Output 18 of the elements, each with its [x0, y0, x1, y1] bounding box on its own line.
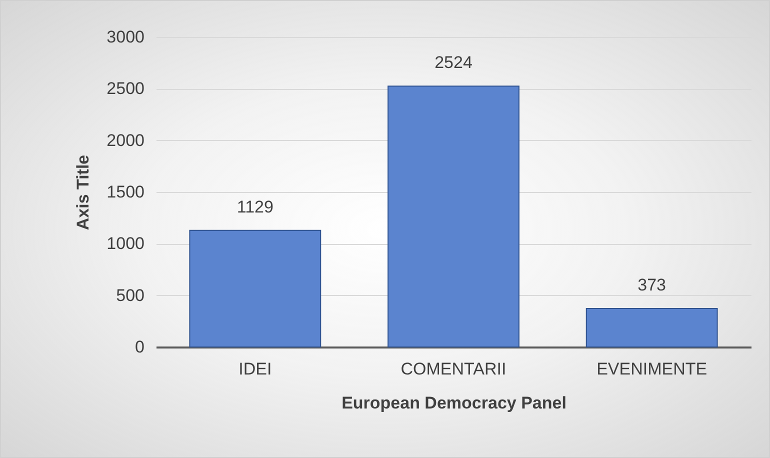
- y-tick-label: 2500: [106, 79, 144, 98]
- x-tick-label: COMENTARII: [400, 360, 506, 378]
- x-tick-label: IDEI: [238, 360, 272, 378]
- y-tick-label: 3000: [106, 28, 144, 46]
- y-axis-title: Axis Title: [74, 154, 93, 230]
- y-tick-label: 2000: [106, 130, 144, 150]
- data-label: 373: [638, 275, 666, 294]
- y-tick-label: 500: [116, 286, 144, 305]
- y-tick-label: 1000: [106, 234, 144, 254]
- y-tick-label: 0: [135, 338, 144, 356]
- bar: [189, 230, 322, 348]
- data-label: 1129: [236, 197, 274, 216]
- x-axis-title: European Democracy Panel: [342, 394, 566, 412]
- bar: [586, 308, 718, 348]
- data-label: 2524: [434, 53, 472, 72]
- y-tick-label: 1500: [106, 182, 144, 202]
- x-tick-label: EVENIMENTE: [596, 360, 708, 378]
- bar: [388, 86, 520, 348]
